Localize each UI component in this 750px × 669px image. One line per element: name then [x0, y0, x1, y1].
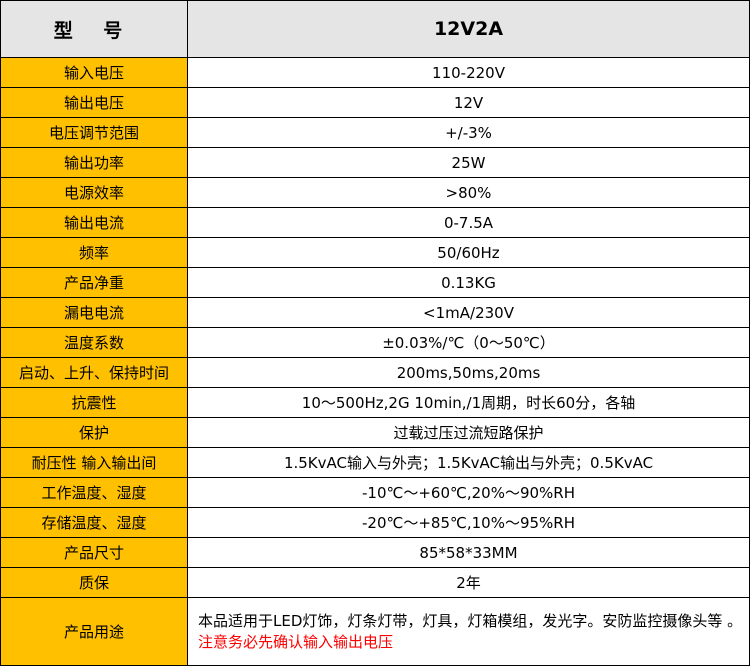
spec-value: 200ms,50ms,20ms [187, 357, 750, 388]
spec-label: 频率 [0, 237, 188, 268]
spec-label: 抗震性 [0, 387, 188, 418]
spec-row: 耐压性 输入输出间 1.5KvAC输入与外壳；1.5KvAC输出与外壳；0.5K… [0, 447, 750, 478]
spec-value: +/-3% [187, 117, 750, 148]
spec-value: 12V [187, 87, 750, 118]
spec-row: 输出功率 25W [0, 147, 750, 178]
spec-row: 启动、上升、保持时间 200ms,50ms,20ms [0, 357, 750, 388]
spec-label: 工作温度、湿度 [0, 477, 188, 508]
spec-label: 产品净重 [0, 267, 188, 298]
model-header-label: 型 号 [0, 0, 188, 58]
spec-value: 1.5KvAC输入与外壳；1.5KvAC输出与外壳；0.5KvAC [187, 447, 750, 478]
spec-row: 输出电压 12V [0, 87, 750, 118]
usage-value: 本品适用于LED灯饰，灯条灯带，灯具，灯箱模组，发光字。安防监控摄像头等 。注意… [187, 597, 750, 666]
spec-value: 50/60Hz [187, 237, 750, 268]
spec-value: 10～500Hz,2G 10min,/1周期，时长60分，各轴 [187, 387, 750, 418]
spec-value: 85*58*33MM [187, 537, 750, 568]
spec-row: 质保 2年 [0, 567, 750, 598]
spec-row: 电源效率 >80% [0, 177, 750, 208]
spec-row: 抗震性 10～500Hz,2G 10min,/1周期，时长60分，各轴 [0, 387, 750, 418]
spec-label: 保护 [0, 417, 188, 448]
spec-row: 保护 过载过压过流短路保护 [0, 417, 750, 448]
spec-row: 产品净重 0.13KG [0, 267, 750, 298]
spec-label: 漏电电流 [0, 297, 188, 328]
spec-value: 0-7.5A [187, 207, 750, 238]
spec-row: 电压调节范围 +/-3% [0, 117, 750, 148]
spec-label: 电压调节范围 [0, 117, 188, 148]
spec-row: 频率 50/60Hz [0, 237, 750, 268]
spec-label: 输入电压 [0, 57, 188, 88]
usage-label: 产品用途 [0, 597, 188, 666]
usage-warning: 注意务必先确认输入输出电压 [198, 632, 394, 651]
spec-row: 温度系数 ±0.03%/℃（0～50℃） [0, 327, 750, 358]
spec-value: >80% [187, 177, 750, 208]
spec-value: 110-220V [187, 57, 750, 88]
spec-label: 启动、上升、保持时间 [0, 357, 188, 388]
model-header-value: 12V2A [187, 0, 750, 58]
spec-label: 存储温度、湿度 [0, 507, 188, 538]
spec-label: 输出功率 [0, 147, 188, 178]
spec-row: 产品尺寸 85*58*33MM [0, 537, 750, 568]
spec-label: 耐压性 输入输出间 [0, 447, 188, 478]
spec-row: 输入电压 110-220V [0, 57, 750, 88]
spec-label: 输出电压 [0, 87, 188, 118]
spec-row: 工作温度、湿度 -10℃～+60℃,20%～90%RH [0, 477, 750, 508]
header-row: 型 号 12V2A [0, 0, 750, 58]
spec-row: 漏电电流 <1mA/230V [0, 297, 750, 328]
spec-label: 产品尺寸 [0, 537, 188, 568]
spec-label: 电源效率 [0, 177, 188, 208]
spec-value: ±0.03%/℃（0～50℃） [187, 327, 750, 358]
spec-value: 过载过压过流短路保护 [187, 417, 750, 448]
spec-value: 25W [187, 147, 750, 178]
usage-row: 产品用途 本品适用于LED灯饰，灯条灯带，灯具，灯箱模组，发光字。安防监控摄像头… [0, 597, 750, 666]
spec-label: 输出电流 [0, 207, 188, 238]
spec-value: -10℃～+60℃,20%～90%RH [187, 477, 750, 508]
spec-value: -20℃～+85℃,10%～95%RH [187, 507, 750, 538]
spec-value: 2年 [187, 567, 750, 598]
spec-value: <1mA/230V [187, 297, 750, 328]
spec-row: 输出电流 0-7.5A [0, 207, 750, 238]
spec-label: 质保 [0, 567, 188, 598]
spec-row: 存储温度、湿度 -20℃～+85℃,10%～95%RH [0, 507, 750, 538]
usage-text: 本品适用于LED灯饰，灯条灯带，灯具，灯箱模组，发光字。安防监控摄像头等 。 [198, 611, 743, 630]
spec-value: 0.13KG [187, 267, 750, 298]
spec-label: 温度系数 [0, 327, 188, 358]
